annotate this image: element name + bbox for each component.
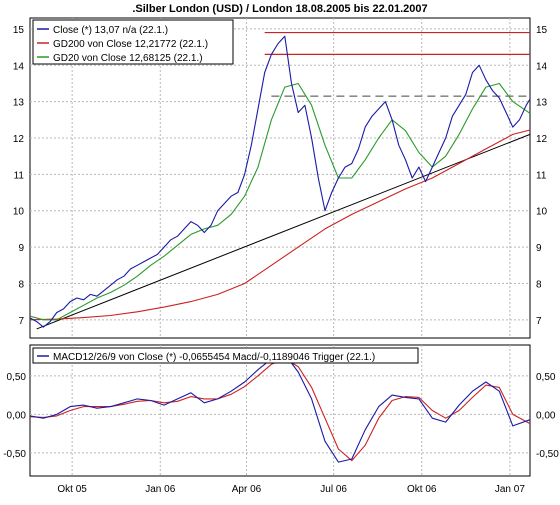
- x-tick-label: Okt 05: [57, 484, 87, 495]
- x-tick-label: Jul 06: [320, 484, 347, 495]
- y-tick-label-left: 13: [13, 98, 25, 109]
- x-tick-label: Okt 06: [407, 484, 437, 495]
- series-close-line: [29, 35, 531, 328]
- y-tick-label-left: 14: [13, 61, 25, 72]
- x-tick-label: Jan 07: [495, 484, 525, 495]
- macd-legend-box: [32, 347, 419, 364]
- y-tick-label-left: 11: [14, 170, 25, 181]
- y-tick-label-left: 8: [18, 279, 24, 290]
- main-price-panel: 7 7 8 8 9 9 10 10 11 11 12 12 13 13 14 14 15 15 Close (*) …: [13, 17, 548, 339]
- chart-title: .Silber London (USD) / London 18.08.2005…: [132, 3, 427, 15]
- macd-y-tick-label-left: 0,50: [7, 372, 27, 383]
- y-tick-label-right: 10: [536, 207, 548, 218]
- macd-y-tick-label-left: 0,00: [7, 410, 27, 421]
- macd-y-tick-label-right: 0,50: [536, 372, 556, 383]
- y-tick-label-right: 7: [536, 316, 542, 327]
- y-tick-label-left: 12: [13, 134, 25, 145]
- trend-line: [36, 133, 531, 330]
- y-tick-label-right: 8: [536, 279, 542, 290]
- y-tick-label-right: 15: [536, 25, 548, 36]
- main-legend-box: [32, 19, 234, 65]
- main-plot-frame: [29, 17, 531, 339]
- y-tick-label-left: 9: [18, 243, 24, 254]
- y-tick-label-right: 14: [536, 61, 548, 72]
- legend-label: GD200 von Close 12,21772 (22.1.): [53, 39, 208, 50]
- series-gd200-line: [29, 129, 531, 321]
- x-tick-label: Jan 06: [145, 484, 175, 495]
- legend-label: GD20 von Close 12,68125 (22.1.): [53, 53, 203, 64]
- macd-legend-label: MACD12/26/9 von Close (*) -0,0655454 Mac…: [53, 352, 375, 363]
- x-axis-labels: Okt 05 Jan 06 Apr 06 Jul 06 Okt 06 Jan 07: [57, 484, 525, 495]
- y-tick-label-right: 11: [536, 170, 547, 181]
- macd-y-tick-label-left: -0,50: [3, 449, 26, 460]
- y-tick-label-left: 7: [18, 316, 24, 327]
- y-tick-label-right: 9: [536, 243, 542, 254]
- y-tick-label-left: 10: [13, 207, 25, 218]
- y-tick-label-right: 12: [536, 134, 548, 145]
- x-tick-label: Apr 06: [232, 484, 262, 495]
- macd-panel: -0,50 -0,50 0,00 0,00 0,50 0,50 MACD12/26/9 vo…: [3, 344, 559, 477]
- series-gd20-line: [29, 82, 531, 321]
- legend-label: Close (*) 13,07 n/a (22.1.): [53, 25, 168, 36]
- macd-y-tick-label-right: 0,00: [536, 410, 556, 421]
- y-tick-label-left: 15: [13, 25, 25, 36]
- y-tick-label-right: 13: [536, 98, 548, 109]
- macd-plot-frame: [29, 344, 531, 477]
- macd-y-tick-label-right: -0,50: [536, 449, 559, 460]
